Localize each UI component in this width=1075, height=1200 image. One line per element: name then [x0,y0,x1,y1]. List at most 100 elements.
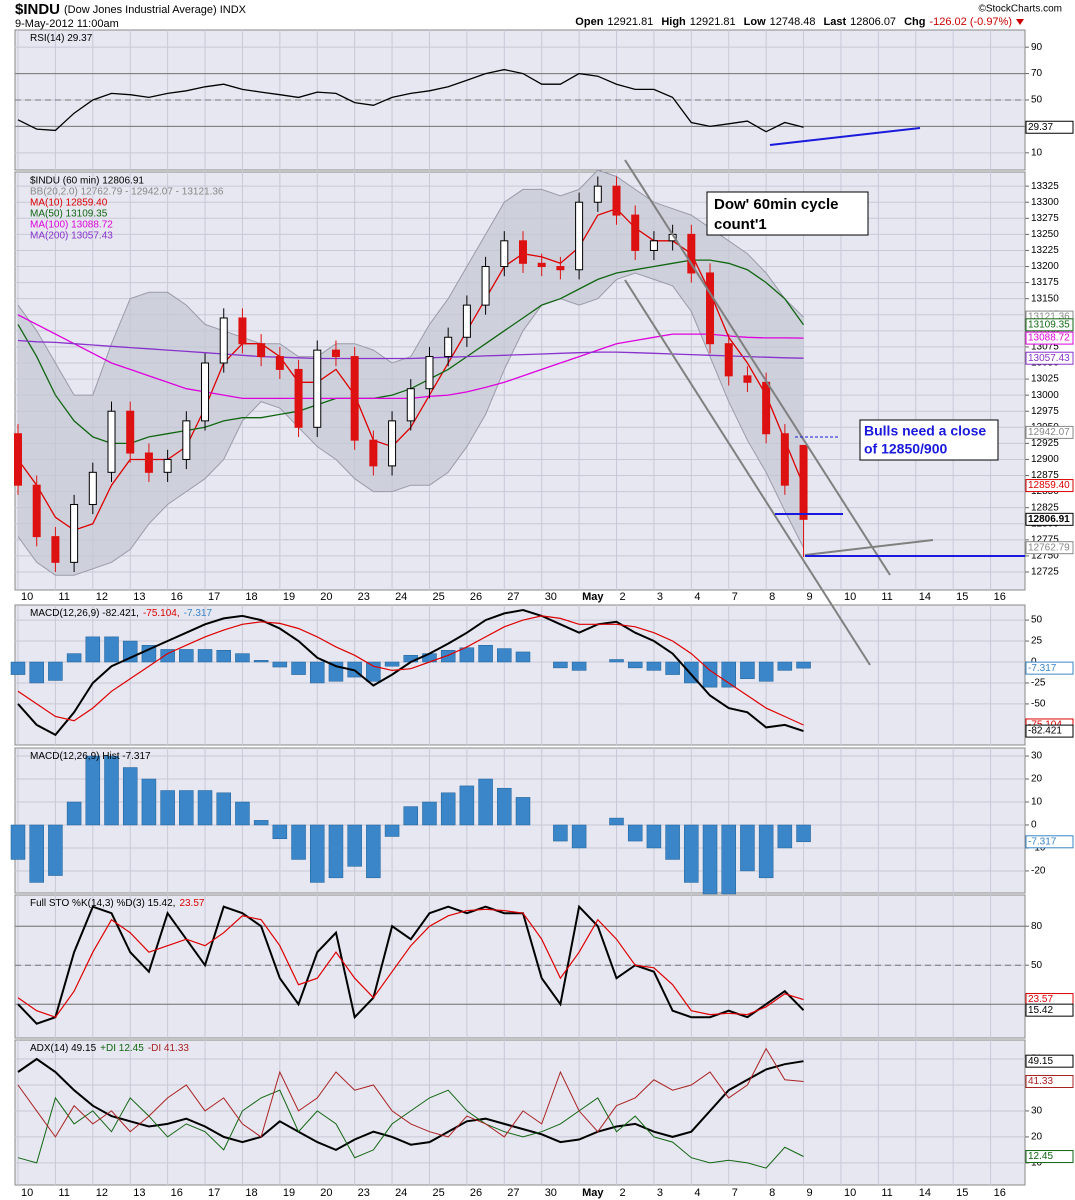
last-value-box [1025,835,1074,849]
candle-body [313,349,322,428]
histogram-bar [665,824,680,860]
histogram-bar [48,824,63,876]
candle-body [687,233,696,274]
last-value-label: 12.45 [1028,1151,1053,1162]
indicator-line [17,904,805,1025]
x-tick-label: 3 [657,1187,663,1199]
histogram-bar [609,659,624,663]
annotation-box [859,419,999,461]
x-tick-label: 17 [208,1187,220,1199]
histogram-bar [777,661,793,671]
last-value-box [1025,331,1074,345]
y-tick-label: 13200 [1031,261,1059,272]
panel-bg [14,1039,1026,1186]
candle-body [575,201,584,271]
candle-body [762,381,771,435]
last-value-label: 12942.07 [1028,427,1070,438]
candle-body [612,185,621,216]
y-tick-label: 70 [1031,68,1043,79]
x-tick-label: 30 [545,591,557,603]
candle-body [556,266,565,271]
y-tick-label: 13250 [1031,229,1059,240]
y-tick-label: 13275 [1031,213,1059,224]
y-tick-label: 13300 [1031,197,1059,208]
legend-entry: $INDU (60 min) 12806.91 [30,176,144,187]
y-tick-label: 25 [1031,636,1043,647]
candle-body [388,420,397,467]
candle-body [219,317,228,364]
histogram-bar [684,824,699,883]
last-value-box [1025,541,1074,555]
candle-body [257,343,266,358]
last-value-box [1025,1003,1074,1017]
last-value-box [1025,1054,1074,1068]
candle-body [126,410,135,454]
x-tick-label: 12 [96,591,108,603]
y-tick-label: 80 [1031,921,1043,932]
legend-entry: ADX(14) 49.15 [30,1043,97,1054]
x-tick-label: 26 [470,1187,482,1199]
quote-label: Open [575,16,603,28]
y-tick-label: 50 [1031,95,1043,106]
histogram-bar [627,824,643,842]
legend-entry: MACD(12,26,9) Hist -7.317 [30,751,151,762]
legend: MACD(12,26,9) -82.421, -75.104, -7.317 [30,608,212,619]
drawings: Dow' 60min cycle count'1 Bulls need a cl… [624,127,1025,666]
credit: ©StockCharts.com [978,4,1062,15]
y-tick-label: 12975 [1031,406,1059,417]
legend-entry: MACD(12,26,9) -82.421, [30,608,139,619]
x-tick-label: 7 [732,1187,738,1199]
y-tick-label: 12725 [1031,567,1059,578]
candle-body [649,240,658,251]
histogram-bar [179,790,194,826]
x-tick-label: 24 [395,591,407,603]
symbol: $INDU (Dow Jones Industrial Average) INDX [15,1,247,18]
candle-body [593,185,602,203]
histogram-bar [291,661,306,675]
candle-body [724,343,733,377]
candle-body [706,272,715,345]
histogram-bar [272,824,288,840]
x-tick-label: 10 [21,591,33,603]
last-value-label: 15.42 [1028,1005,1053,1016]
candle-body [369,439,378,467]
histogram-bar [384,824,400,837]
y-tick-label: 12750 [1031,551,1059,562]
rsi-trend-line [769,127,921,146]
candle-body [182,420,191,460]
histogram-bar [497,787,512,826]
histogram-bar [216,650,231,663]
indicator-line [17,608,804,737]
x-tick-label: 4 [694,1187,700,1199]
last-value-label: -7.317 [1028,663,1057,674]
candle-body [518,240,527,264]
last-value-box [1025,351,1074,365]
histogram-bar [740,661,755,680]
x-tick-label: 11 [58,591,69,603]
legend-entry: +DI 12.45 [100,1043,144,1054]
last-value-box [1025,318,1074,332]
histogram-bar [366,661,381,682]
legend-entry: MA(10) 12859.40 [30,198,108,209]
histogram-bar [253,660,269,663]
histogram-bar [702,824,718,895]
indicator-line [17,1047,804,1138]
x-tick-label: 26 [470,591,482,603]
last-value-label: 13109.35 [1028,319,1070,330]
x-tick-label: 7 [732,591,738,603]
last-value-label: 13057.43 [1028,353,1070,364]
quote-label: Chg [904,16,925,28]
histogram-bar [459,647,475,663]
histogram-bar [310,824,325,883]
candle-body [294,368,303,428]
legend: MACD(12,26,9) Hist -7.317 [30,751,151,762]
histogram-bar [253,820,269,826]
x-tick-label: May [582,1187,604,1199]
y-tick-label: 13000 [1031,390,1059,401]
legend-entry: RSI(14) 29.37 [30,33,93,44]
y-tick-label: 12775 [1031,534,1059,545]
y-tick-label: 12925 [1031,438,1059,449]
histogram-bar [440,650,456,663]
histogram-bar [553,661,568,669]
quote-label: High [661,16,686,28]
